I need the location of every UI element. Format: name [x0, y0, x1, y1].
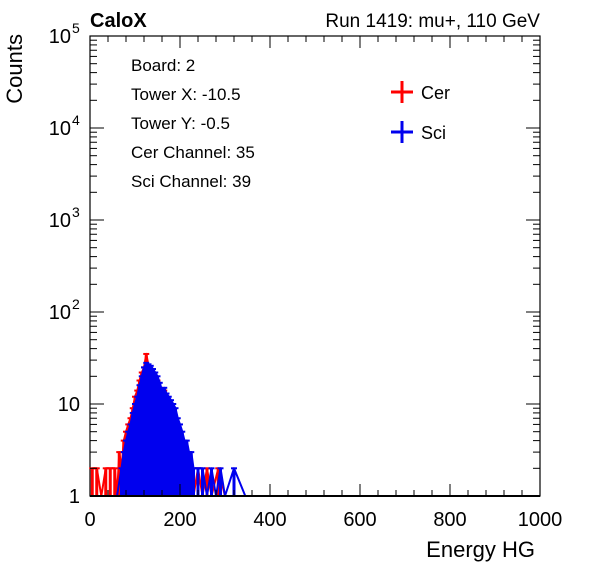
y-tick-exponent: 4 — [72, 112, 80, 128]
x-axis: 0 200 400 600 800 1000 — [84, 36, 562, 531]
info-line: Sci Channel: 39 — [131, 172, 251, 191]
y-tick-label: 10 — [49, 302, 71, 324]
y-tick-label: 10 — [49, 210, 71, 232]
info-line: Cer Channel: 35 — [131, 143, 255, 162]
x-tick-label: 800 — [433, 509, 466, 531]
x-tick-label: 400 — [253, 509, 286, 531]
x-tick-label: 600 — [343, 509, 376, 531]
header: CaloX Run 1419: mu+, 110 GeV — [90, 10, 540, 32]
legend: Cer Sci — [391, 81, 450, 143]
x-tick-label: 0 — [84, 509, 95, 531]
info-line: Board: 2 — [131, 56, 195, 75]
y-tick-exponent: 2 — [72, 296, 80, 312]
x-axis-title: Energy HG — [426, 537, 535, 562]
legend-label-sci: Sci — [421, 123, 446, 143]
y-tick-exponent: 5 — [72, 20, 80, 36]
legend-label-cer: Cer — [421, 83, 450, 103]
y-tick-label: 10 — [58, 394, 80, 416]
y-tick-label: 10 — [49, 118, 71, 140]
x-tick-label: 200 — [163, 509, 196, 531]
y-axis-title: Counts — [2, 34, 27, 104]
series-layer — [89, 352, 249, 497]
run-info-label: Run 1419: mu+, 110 GeV — [325, 11, 540, 32]
info-line: Tower Y: -0.5 — [131, 114, 230, 133]
experiment-label: CaloX — [90, 10, 147, 32]
y-tick-label: 10 — [49, 26, 71, 48]
y-tick-label: 1 — [69, 486, 80, 508]
info-line: Tower X: -10.5 — [131, 85, 241, 104]
x-tick-label: 1000 — [518, 509, 563, 531]
y-tick-exponent: 3 — [72, 204, 80, 220]
info-box: Board: 2 Tower X: -10.5 Tower Y: -0.5 Cer C… — [131, 56, 255, 191]
